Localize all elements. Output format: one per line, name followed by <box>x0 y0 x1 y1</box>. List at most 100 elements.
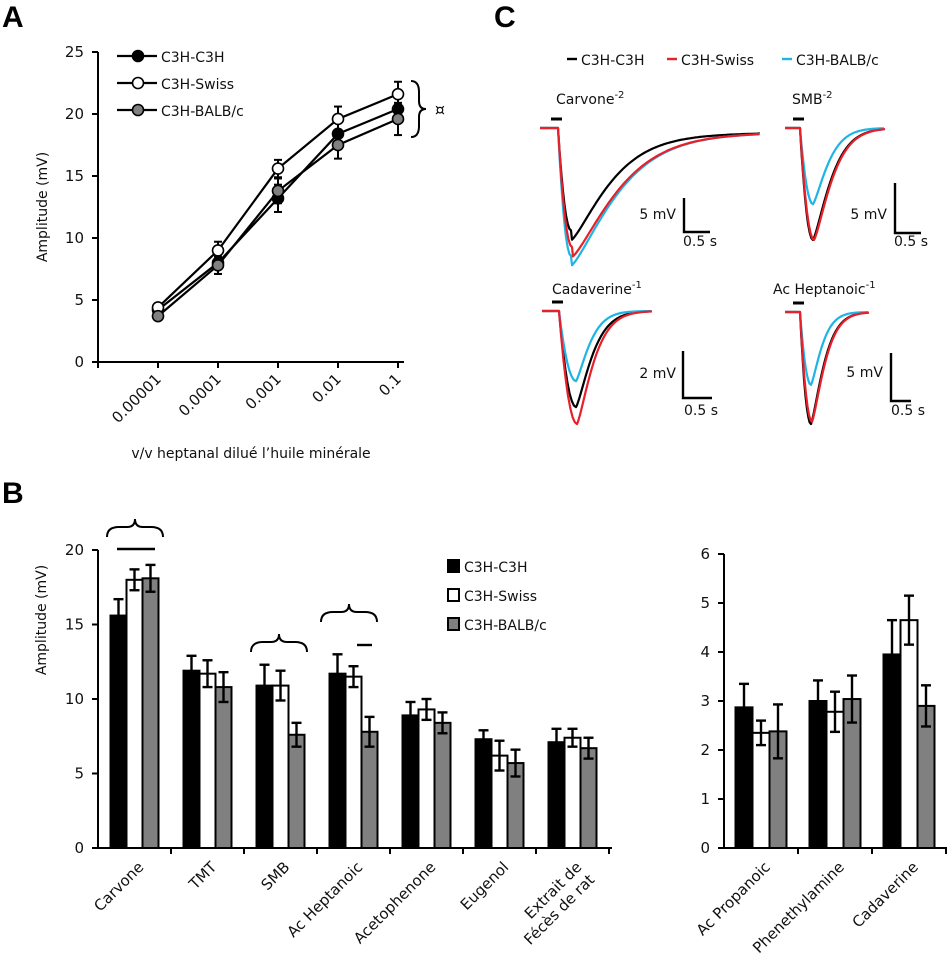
panel-c-scale-time: 0.5 s <box>683 234 717 250</box>
panel-b-left-bar <box>214 686 233 850</box>
panel-a-legend-label: C3H-C3H <box>161 50 224 66</box>
panel-a-data-point <box>211 244 225 257</box>
panel-c-scale-bar <box>893 183 921 235</box>
panel-label-c: C <box>494 1 516 34</box>
panel-c-trace-balb <box>785 126 884 206</box>
panel-c-scale-time: 0.5 s <box>894 234 928 250</box>
panel-b-legend: C3H-C3H C3H-Swiss C3H-BALB/c <box>447 559 547 634</box>
panel-c-trace-swiss <box>785 310 870 423</box>
panel-c-trace-label: Cadaverine-1 <box>552 280 642 298</box>
panel-b-smb-brace <box>250 633 308 653</box>
panel-c-scale-bar <box>889 353 911 403</box>
panel-c-scale-time: 0.5 s <box>684 403 718 419</box>
panel-b-right-y-tick-label: 5 <box>700 594 710 612</box>
panel-b-left-bar <box>579 747 598 849</box>
panel-c-dilution-exponent: -2 <box>823 90 833 101</box>
panel-b-left-x-tick-label-line: Ac Heptanoic <box>283 858 366 941</box>
panel-c-trace-swiss <box>542 309 653 426</box>
panel-b-right-y-tick-label: 4 <box>700 643 710 661</box>
panel-b-right-x-tick-label-line: Cadaverine <box>849 858 922 931</box>
panel-b-left-bars <box>109 563 598 850</box>
panel-a-x-tick-label: 0.1 <box>375 370 405 400</box>
panel-b-legend-label: C3H-BALB/c <box>464 618 547 634</box>
panel-a-y-tick-label: 15 <box>65 167 84 185</box>
panel-c-scale-bar <box>682 198 710 234</box>
panel-a-legend-label: C3H-BALB/c <box>161 104 244 120</box>
panel-b-left-bar <box>328 672 347 849</box>
panel-b-right-x-tick-label-line: Ac Propanoic <box>693 858 774 939</box>
panel-c-trace-balb <box>785 310 869 386</box>
panel-c-scale-bar <box>681 351 712 400</box>
panel-a-legend-marker <box>131 49 145 63</box>
panel-a-legend-marker <box>131 76 145 90</box>
panel-c-trace-group: Ac Heptanoic-1 5 mV 0.5 s <box>773 280 925 426</box>
panel-c-dilution-exponent: -1 <box>866 280 876 291</box>
panel-b-left-x-tick-label-line: SMB <box>257 858 293 894</box>
panel-c-trace-c3h <box>785 126 885 242</box>
panel-c-odor-name: SMB <box>792 92 823 108</box>
panel-a-chart: 0 5 10 15 20 25 0.00001 0.0001 0.001 0.01 0.1 C3H-… <box>35 43 445 462</box>
panel-label-a: A <box>2 1 24 34</box>
panel-c-odor-name: Cadaverine <box>552 282 632 298</box>
panel-label-b: B <box>2 477 24 510</box>
panel-c-traces: C3H-C3H C3H-Swiss C3H-BALB/c Carvone-25 mV… <box>540 53 928 426</box>
panel-b-right-y-tick-label: 1 <box>700 790 710 808</box>
panel-b-right-x-tick-label: Ac Propanoic <box>693 858 774 939</box>
panel-b-left-bar <box>344 675 363 850</box>
panel-a-axes: 0 5 10 15 20 25 0.00001 0.0001 0.001 0.01 0.1 <box>65 43 405 427</box>
panel-b-legend-label: C3H-Swiss <box>464 589 537 605</box>
panel-c-dilution-exponent: -1 <box>632 280 642 291</box>
panel-c-trace-group: Carvone-2 5 mV 0.5 s <box>540 90 761 267</box>
panel-a-x-tick-label: 0.001 <box>242 370 285 413</box>
panel-b-left-bar <box>474 738 493 849</box>
panel-b-right-y-tick-label: 3 <box>700 692 710 710</box>
panel-a-legend-label: C3H-Swiss <box>161 77 234 93</box>
panel-b-left-x-tick-label-line: TMT <box>185 858 221 894</box>
panel-a-significance-symbol: ¤ <box>435 100 445 119</box>
panel-b-right-bars <box>734 594 936 850</box>
panel-b-right-bar <box>808 700 828 849</box>
panel-a-data-point <box>271 162 285 175</box>
panel-a-data-point <box>331 127 345 141</box>
panel-b-legend-swatch <box>447 588 460 602</box>
panel-c-trace-balb <box>542 309 651 383</box>
panel-b-carvone-brace <box>106 518 164 538</box>
panel-b-right-x-tick-label: Cadaverine <box>849 858 922 931</box>
panel-a-data-point <box>331 138 345 152</box>
panel-a-x-axis-label: v/v heptanal dilué l’huile minérale <box>131 446 370 462</box>
panel-c-legend-label: C3H-BALB/c <box>796 53 879 69</box>
panel-b-left-y-tick-label: 15 <box>65 616 84 634</box>
panel-b-left-bar <box>182 669 201 849</box>
panel-b-left-bar <box>547 741 566 850</box>
panel-c-scale-time: 0.5 s <box>891 403 925 419</box>
panel-b-left-y-tick-label: 20 <box>65 541 84 559</box>
panel-c-trace-c3h <box>542 309 651 409</box>
panel-b-left-x-tick-label: Eugenol <box>457 858 513 914</box>
panel-c-odor-name: Ac Heptanoic <box>773 282 866 298</box>
panel-a-series-line-2 <box>157 117 399 317</box>
panel-b-left-bar <box>255 684 274 850</box>
panel-b-right-y-tick-label: 2 <box>700 741 710 759</box>
panel-b-left-x-tick-label: SMB <box>257 858 293 894</box>
panel-b-acheptanoic-brace <box>320 603 378 623</box>
panel-b-left-bar <box>198 672 217 849</box>
panel-a-data-point <box>271 184 285 198</box>
panel-b-right-bar <box>751 731 771 849</box>
panel-b-left-bar <box>563 736 582 849</box>
panel-c-trace-swiss <box>785 126 886 242</box>
panel-b-left-x-tick-label: Extrait deFécès de rat <box>508 858 598 948</box>
panel-b-left-x-tick-label-line: Carvone <box>90 858 147 915</box>
panel-b-left-y-tick-label: 0 <box>74 839 84 857</box>
panel-a-significance-bracket <box>410 80 427 138</box>
panel-b-left-x-tick-label-line: Eugenol <box>457 858 513 914</box>
panel-b-legend-swatch <box>447 617 460 631</box>
panel-b-left-bar <box>271 684 290 850</box>
panel-a-lines <box>151 80 405 323</box>
panel-c-scale-voltage: 5 mV <box>639 207 676 223</box>
panel-c-trace-label: Ac Heptanoic-1 <box>773 280 876 298</box>
panel-a-y-tick-label: 10 <box>65 229 84 247</box>
panel-b-left-bar <box>433 721 452 850</box>
